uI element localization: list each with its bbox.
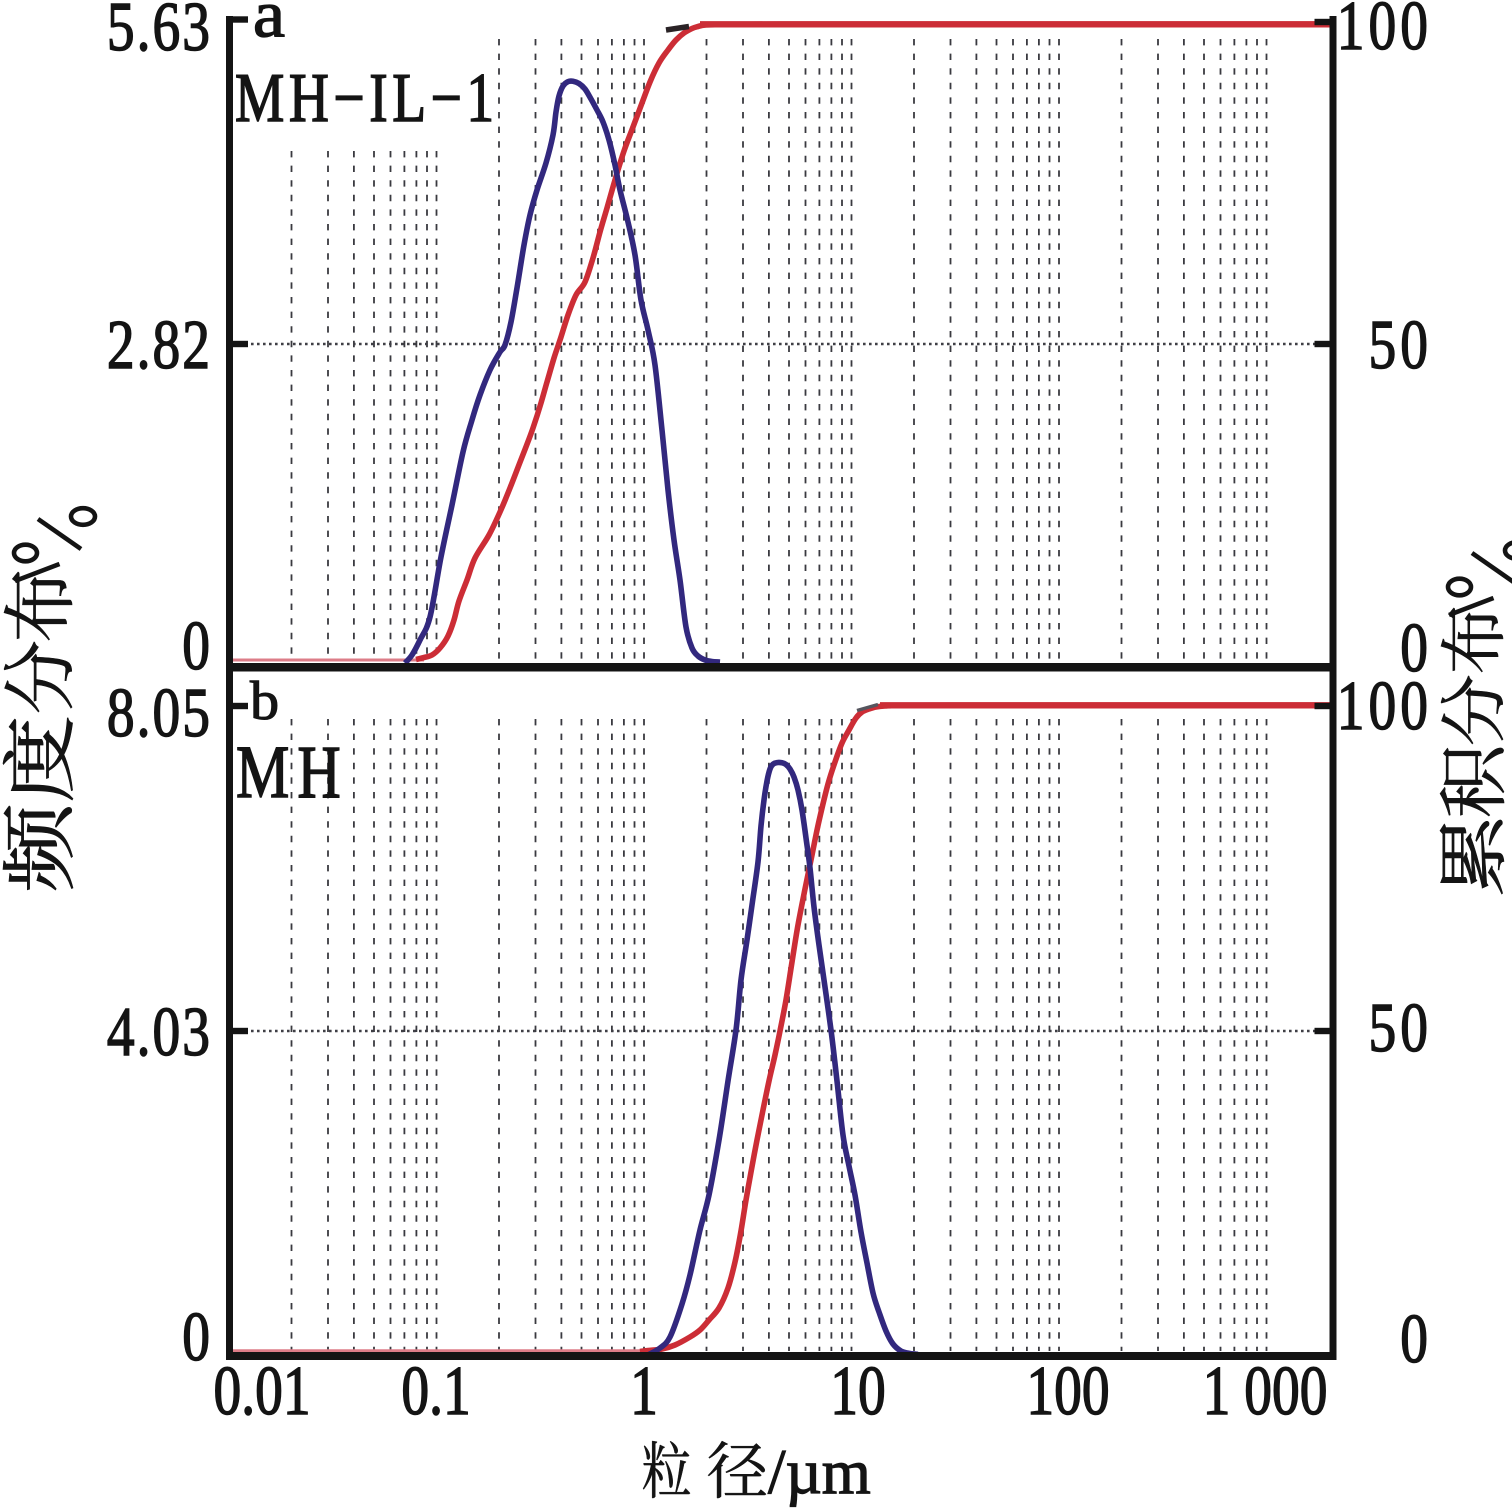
svg-text:50: 50 [1369,306,1432,383]
svg-text:5.63: 5.63 [107,0,212,65]
svg-text:MH: MH [236,730,349,814]
svg-text:0: 0 [182,607,212,684]
svg-text:MH−IL−1: MH−IL−1 [235,59,499,136]
svg-text:2.82: 2.82 [107,306,212,383]
svg-text:1: 1 [630,1352,658,1429]
svg-text:1 000: 1 000 [1203,1352,1328,1429]
svg-text:a: a [253,0,285,52]
svg-text:10: 10 [830,1352,885,1429]
svg-text:100: 100 [1337,667,1432,744]
svg-text:4.03: 4.03 [107,993,212,1070]
svg-text:b: b [250,670,279,731]
svg-text:50: 50 [1369,989,1432,1066]
svg-text:0.1: 0.1 [401,1352,470,1429]
svg-text:0: 0 [182,1298,212,1375]
svg-text:/µm: /µm [768,1437,871,1507]
svg-text:100: 100 [1026,1352,1109,1429]
svg-text:0.01: 0.01 [213,1352,310,1429]
svg-text:0: 0 [1400,1300,1432,1377]
svg-text:0: 0 [1400,609,1432,686]
svg-text:8.05: 8.05 [107,674,212,751]
svg-text:100: 100 [1337,0,1432,64]
